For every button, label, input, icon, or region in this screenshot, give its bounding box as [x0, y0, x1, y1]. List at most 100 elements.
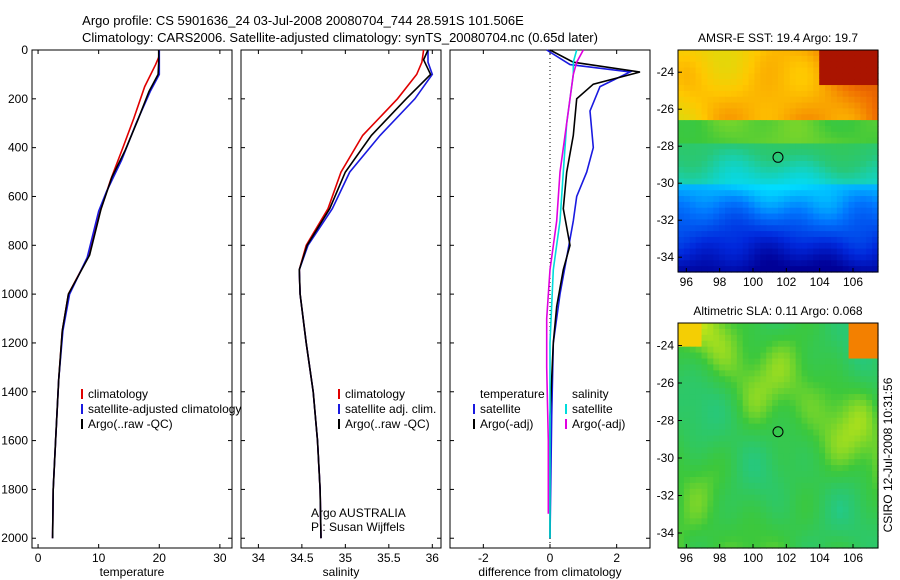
map-cell [736, 184, 744, 191]
map-cell [866, 459, 873, 466]
map-cell [848, 196, 856, 203]
map-cell [830, 358, 838, 366]
map-cell [695, 435, 703, 443]
map-cell [819, 260, 826, 267]
map-cell [719, 108, 726, 115]
map-cell [707, 358, 714, 366]
map-cell [830, 441, 838, 448]
map-cell [760, 382, 767, 389]
map-cell [807, 143, 814, 150]
map-cell [725, 394, 732, 401]
map-cell [778, 190, 785, 197]
map-cell [813, 536, 820, 543]
map-cell [719, 266, 726, 273]
map-cell [830, 471, 838, 478]
map-cell [830, 382, 838, 389]
map-cell [807, 184, 814, 191]
map-cell [795, 73, 803, 80]
map-cell [854, 376, 861, 383]
map-cell [754, 334, 761, 342]
map-cell [701, 254, 709, 261]
map-cell [754, 471, 761, 478]
map-cell [813, 90, 820, 98]
map-cell [766, 79, 773, 86]
map-cell [678, 236, 685, 244]
map-cell [778, 512, 785, 519]
map-cell [825, 108, 832, 115]
map-cell [872, 388, 879, 395]
map-cell [807, 96, 814, 104]
map-cell [678, 114, 685, 121]
map-cell [807, 50, 814, 57]
map-cell [848, 207, 856, 215]
map-cell [742, 85, 750, 92]
map-cell [866, 429, 873, 437]
map-cell [795, 266, 803, 273]
map-cell [695, 453, 703, 460]
map-cell [819, 346, 826, 354]
map-cell [742, 50, 750, 57]
map-cell [830, 120, 838, 127]
map-cell [772, 482, 779, 490]
map-cell [866, 506, 873, 514]
map-cell [854, 346, 861, 354]
map-cell [825, 453, 832, 460]
map-cell [736, 542, 744, 549]
map-cell [819, 471, 826, 478]
map-cell [789, 102, 797, 110]
map-cell [678, 266, 685, 273]
map-cell [872, 417, 879, 425]
map-cell [801, 441, 809, 448]
map-cell [713, 143, 720, 150]
map-cell [860, 120, 867, 127]
map-cell [719, 184, 726, 191]
map-cell [778, 435, 785, 443]
map-cell [772, 131, 779, 139]
map-cell [713, 61, 720, 69]
map-cell [778, 61, 785, 69]
map-cell [860, 518, 867, 525]
map-cell [766, 399, 773, 407]
map-cell [689, 411, 697, 419]
map-cell [695, 207, 703, 215]
map-cell [860, 213, 867, 221]
map-cell [713, 50, 720, 57]
map-cell [836, 346, 844, 354]
map-cell [742, 388, 750, 395]
map-cell [854, 494, 861, 502]
map-cell [854, 90, 861, 98]
map-cell [689, 441, 697, 448]
map-cell [707, 114, 714, 121]
map-cell [725, 236, 732, 244]
map-cell [813, 260, 820, 267]
legend-entry: climatology [88, 387, 148, 401]
map-cell [701, 352, 709, 360]
map-cell [730, 536, 738, 543]
map-cell [689, 494, 697, 502]
map-cell [766, 429, 773, 437]
map-cell [813, 178, 820, 185]
map-cell [842, 108, 850, 115]
map-cell [789, 435, 797, 443]
map-cell [707, 346, 714, 354]
map-cell [742, 248, 750, 256]
map-cell [825, 96, 832, 104]
map-cell [736, 50, 744, 57]
map-cell [730, 388, 738, 395]
map-cell [848, 166, 856, 174]
map-cell [695, 131, 703, 139]
map-cell [783, 125, 791, 133]
map-cell [795, 90, 803, 98]
map-cell [778, 536, 785, 543]
map-cell [807, 108, 814, 115]
map-cell [872, 242, 879, 250]
map-cell [701, 441, 709, 448]
map-cell [807, 254, 814, 261]
map-cell [689, 61, 697, 69]
map-cell [736, 137, 744, 145]
map-cell [842, 340, 850, 348]
map-cell [830, 108, 838, 115]
map-cell [713, 155, 720, 162]
map-cell [748, 61, 756, 69]
map-cell [719, 346, 726, 354]
